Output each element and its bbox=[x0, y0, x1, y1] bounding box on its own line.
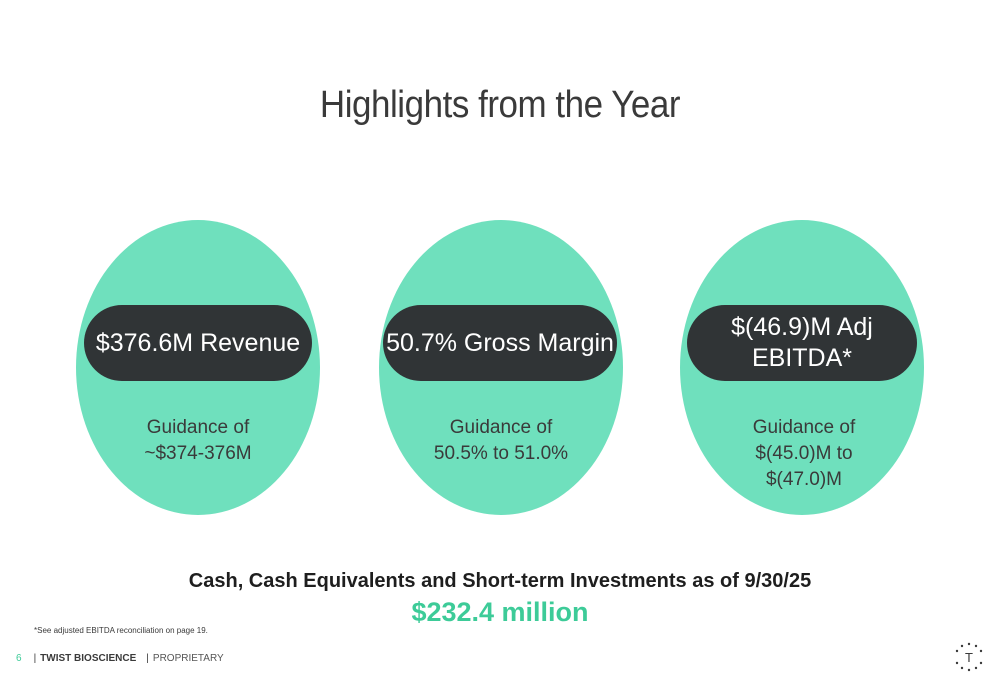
footer-label: PROPRIETARY bbox=[152, 653, 224, 664]
metric-adj-ebitda: $(46.9)M Adj EBITDA* bbox=[687, 305, 917, 381]
footer-company: TWIST BIOSCIENCE bbox=[40, 653, 137, 664]
page-title: Highlights from the Year bbox=[319, 84, 681, 126]
cash-label: Cash, Cash Equivalents and Short-term In… bbox=[188, 570, 812, 592]
page-number: 6 bbox=[16, 653, 22, 664]
guidance-gross-margin: Guidance of 50.5% to 51.0% bbox=[433, 417, 569, 464]
footnote: *See adjusted EBITDA reconciliation on p… bbox=[34, 626, 208, 635]
footer: 6 | TWIST BIOSCIENCE | PROPRIETARY bbox=[16, 653, 224, 664]
footer-separator: | bbox=[33, 653, 37, 664]
guidance-revenue: Guidance of ~$374-376M bbox=[144, 417, 252, 464]
cash-value: $232.4 million bbox=[411, 597, 589, 627]
logo-letter: T bbox=[965, 650, 973, 665]
footer-separator: | bbox=[146, 653, 149, 664]
guidance-adj-ebitda: Guidance of $(45.0)M to $(47.0)M bbox=[752, 417, 856, 490]
metric-gross-margin: 50.7% Gross Margin bbox=[383, 305, 617, 381]
twist-logo-icon: T bbox=[954, 642, 984, 672]
metric-revenue: $376.6M Revenue bbox=[84, 305, 312, 381]
